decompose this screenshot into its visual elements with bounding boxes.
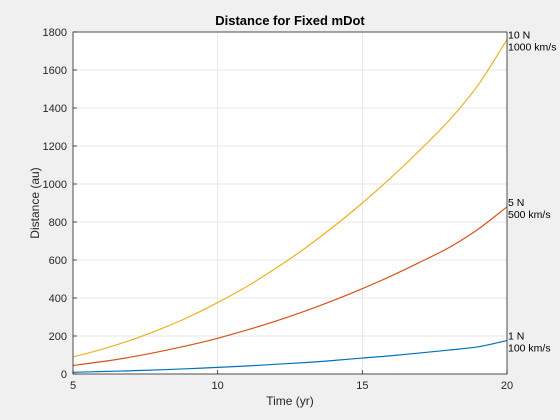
plot-box xyxy=(72,31,508,375)
x-tick-label: 15 xyxy=(356,380,368,392)
y-tick-label: 1200 xyxy=(43,141,67,153)
series-annotation-2-line-1: 5 N xyxy=(508,197,524,209)
series-line-3 xyxy=(72,39,508,358)
series-line-1 xyxy=(72,339,508,373)
y-axis-label: Distance (au) xyxy=(28,167,42,238)
y-tick-label: 1000 xyxy=(43,179,67,191)
y-tick-label: 1600 xyxy=(43,65,67,77)
x-axis-ticks: 5 10 15 20 xyxy=(70,370,513,392)
series-annotation-1-line-2: 100 km/s xyxy=(508,343,551,355)
series-annotation-3-line-2: 1000 km/s xyxy=(508,42,556,54)
chart-title: Distance for Fixed mDot xyxy=(215,13,365,28)
y-tick-label: 1800 xyxy=(43,27,67,39)
y-tick-label: 200 xyxy=(49,331,67,343)
series-annotation-1-line-1: 1 N xyxy=(508,331,524,343)
y-tick-label: 400 xyxy=(49,293,67,305)
y-tick-label: 800 xyxy=(49,217,67,229)
y-tick-label: 1400 xyxy=(43,103,67,115)
x-tick-label: 10 xyxy=(212,380,224,392)
y-axis-ticks: 0 200 400 600 800 1000 1200 1400 1600 1800 xyxy=(43,27,77,381)
x-tick-label: 5 xyxy=(70,380,76,392)
x-axis-label: Time (yr) xyxy=(266,394,314,408)
series-annotation-2-line-2: 500 km/s xyxy=(508,209,551,221)
y-tick-label: 600 xyxy=(49,255,67,267)
series-line-2 xyxy=(72,206,508,367)
series-annotation-3-line-1: 10 N xyxy=(508,30,530,42)
y-tick-label: 0 xyxy=(61,369,67,381)
x-tick-label: 20 xyxy=(501,380,513,392)
series-lines xyxy=(72,39,508,373)
plot-area xyxy=(73,32,507,374)
